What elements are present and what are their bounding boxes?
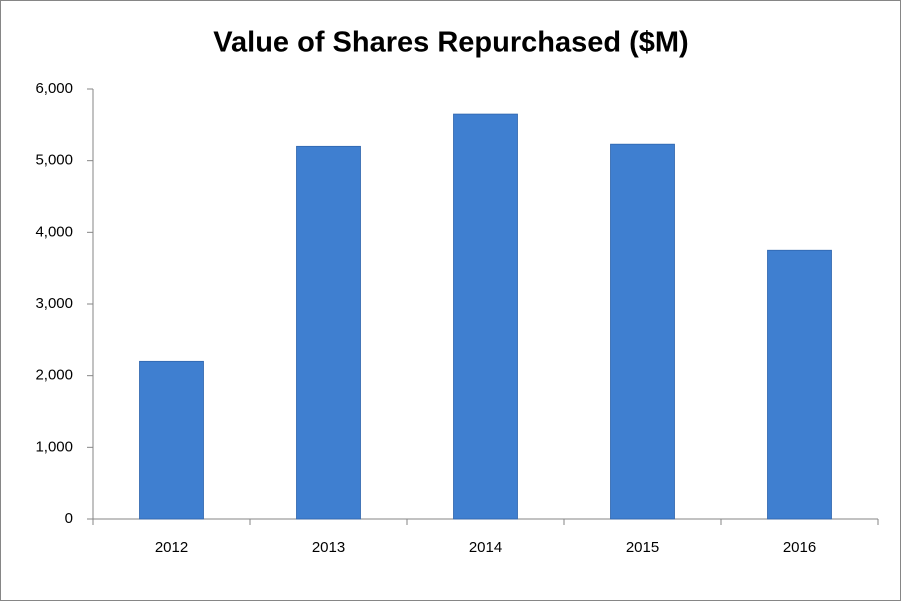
y-tick-label: 3,000 xyxy=(35,295,73,312)
y-tick-label: 5,000 xyxy=(35,152,73,169)
bar xyxy=(453,113,518,520)
x-tick-label: 2016 xyxy=(783,539,816,556)
bar xyxy=(767,249,832,520)
y-tick-label: 1,000 xyxy=(35,438,73,455)
y-tick-label: 2,000 xyxy=(35,367,73,384)
bar xyxy=(139,360,204,520)
x-tick-label: 2015 xyxy=(626,539,659,556)
y-tick-label: 6,000 xyxy=(35,80,73,97)
x-tick-label: 2012 xyxy=(155,539,188,556)
y-tick-label: 0 xyxy=(65,510,73,527)
x-tick-label: 2014 xyxy=(469,539,502,556)
bar xyxy=(610,143,675,520)
y-tick-label: 4,000 xyxy=(35,223,73,240)
chart-title: Value of Shares Repurchased ($M) xyxy=(213,27,688,59)
bar xyxy=(296,145,361,520)
x-tick-label: 2013 xyxy=(312,539,345,556)
